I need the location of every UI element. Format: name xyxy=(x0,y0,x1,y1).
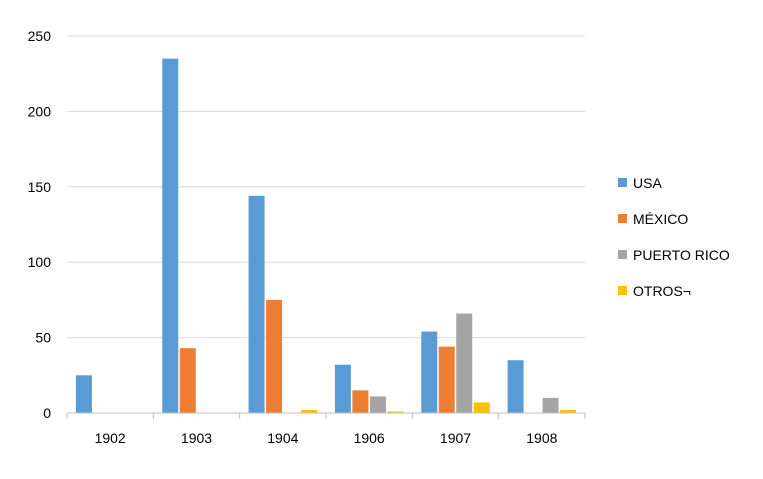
bar-puerto-rico-1908 xyxy=(542,397,559,413)
y-tick-label: 250 xyxy=(28,28,52,44)
bar-puerto-rico-1906 xyxy=(369,396,386,413)
legend-swatch xyxy=(618,178,627,187)
bar-otros--1904 xyxy=(301,409,318,413)
legend: USA MÉXICO PUERTO RICO OTROS¬ xyxy=(618,175,730,299)
bars xyxy=(75,58,577,414)
legend-swatch xyxy=(618,286,627,295)
bar-usa-1907 xyxy=(421,331,438,413)
bar-m-xico-1904 xyxy=(266,299,283,413)
y-axis-ticks: 0 50 100 150 200 250 xyxy=(28,28,52,421)
bar-puerto-rico-1907 xyxy=(456,313,473,413)
bar-usa-1908 xyxy=(507,360,524,413)
y-tick-label: 200 xyxy=(28,103,52,119)
x-axis-labels: 1902 1903 1904 1906 1907 1908 xyxy=(95,430,558,446)
x-tick-label: 1903 xyxy=(181,430,212,446)
gridlines xyxy=(67,35,585,339)
legend-swatch xyxy=(618,250,627,259)
bar-otros--1907 xyxy=(473,402,490,413)
bar-usa-1903 xyxy=(162,58,179,414)
x-tick-label: 1904 xyxy=(267,430,298,446)
y-tick-label: 0 xyxy=(43,405,51,421)
x-tick-label: 1907 xyxy=(440,430,471,446)
bar-usa-1906 xyxy=(334,364,351,413)
legend-label: MÉXICO xyxy=(633,211,688,227)
bar-usa-1904 xyxy=(248,195,265,413)
x-tick-label: 1902 xyxy=(95,430,126,446)
legend-label: PUERTO RICO xyxy=(633,247,730,263)
bar-otros--1906 xyxy=(387,411,404,413)
bar-otros--1908 xyxy=(560,409,577,413)
y-tick-label: 100 xyxy=(28,254,52,270)
legend-swatch xyxy=(618,214,627,223)
legend-label: OTROS¬ xyxy=(633,283,691,299)
bar-m-xico-1903 xyxy=(179,348,196,413)
x-tick-label: 1906 xyxy=(354,430,385,446)
bar-m-xico-1906 xyxy=(352,390,369,413)
x-axis xyxy=(66,412,586,419)
bar-usa-1902 xyxy=(75,375,92,413)
legend-label: USA xyxy=(633,175,662,191)
x-tick-label: 1908 xyxy=(526,430,557,446)
y-tick-label: 50 xyxy=(35,330,51,346)
bar-m-xico-1907 xyxy=(438,346,455,413)
y-tick-label: 150 xyxy=(28,179,52,195)
